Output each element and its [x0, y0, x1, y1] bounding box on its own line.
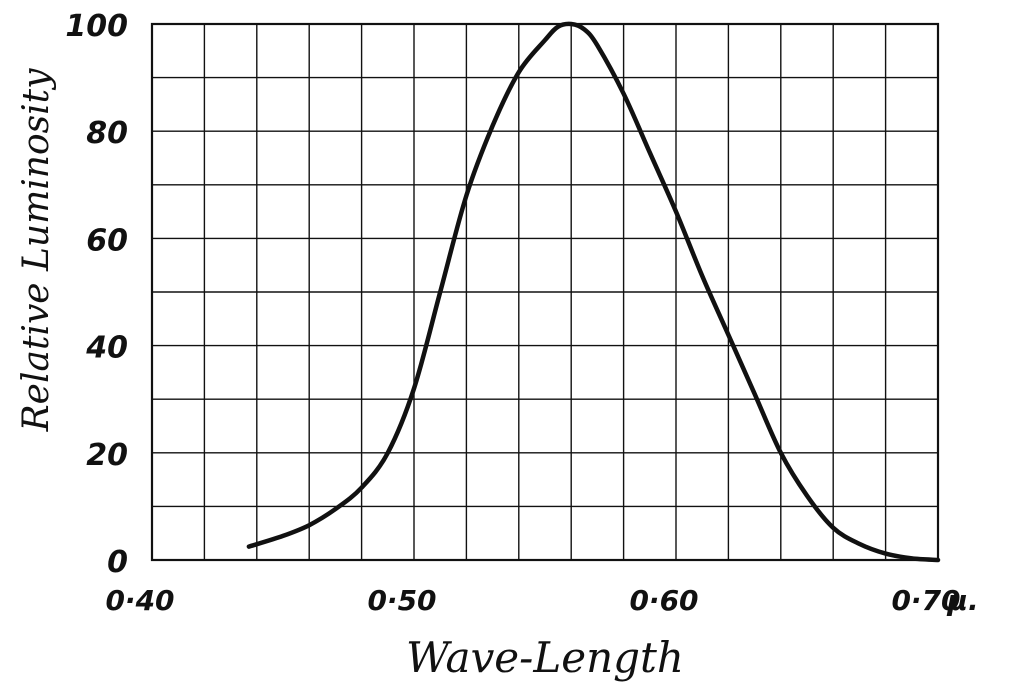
- x-tick-label: 0·50: [367, 584, 436, 617]
- x-tick-label: 0·70: [891, 584, 960, 617]
- y-tick-label: 40: [85, 331, 128, 366]
- x-unit-label: μ.: [946, 584, 978, 617]
- y-tick-label: 0: [107, 545, 128, 580]
- luminosity-curve: [246, 21, 941, 563]
- y-tick-label: 100: [65, 9, 128, 44]
- plot-frame: [150, 22, 940, 562]
- x-tick-labels: 0·40 0·50 0·60 0·70μ.: [105, 584, 978, 617]
- y-tick-labels: 0 20 40 60 80 100: [65, 9, 128, 580]
- x-tick-label: 0·40: [105, 584, 174, 617]
- x-tick-label: 0·60: [629, 584, 698, 617]
- y-tick-label: 60: [86, 223, 128, 258]
- x-axis-title: Wave-Length: [406, 633, 684, 682]
- grid: [152, 24, 938, 560]
- y-axis-title: Relative Luminosity: [16, 68, 57, 433]
- y-tick-label: 20: [86, 438, 128, 473]
- y-tick-label: 80: [86, 116, 128, 151]
